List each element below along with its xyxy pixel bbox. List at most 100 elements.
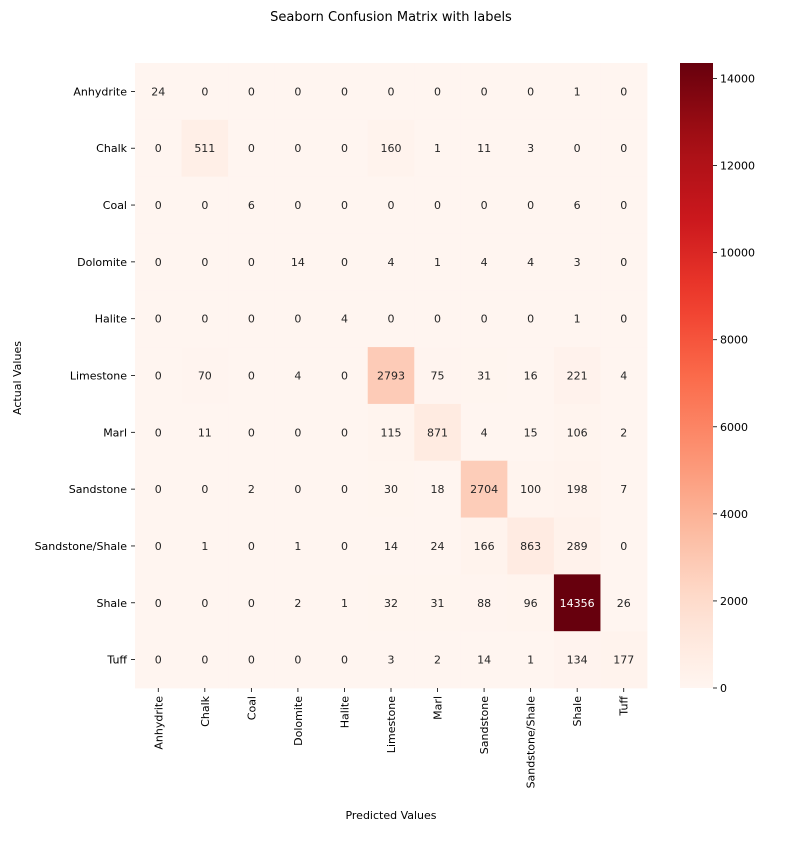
- heatmap-cell: [507, 233, 555, 291]
- heatmap-cell: [228, 119, 276, 178]
- heatmap-cell: [181, 119, 229, 178]
- cell-value: 0: [294, 654, 301, 667]
- cell-value: 160: [381, 142, 402, 155]
- cell-value: 15: [524, 426, 538, 439]
- heatmap-cell: [367, 233, 415, 291]
- heatmap-cell: [321, 631, 369, 689]
- heatmap-cell: [600, 290, 648, 348]
- y-tick-label: Sandstone: [69, 483, 127, 496]
- cell-value: 0: [434, 85, 441, 98]
- cell-value: 198: [567, 483, 588, 496]
- cell-value: 0: [155, 483, 162, 496]
- cell-value: 4: [294, 370, 301, 383]
- cell-value: 1: [294, 540, 301, 553]
- heatmap-cell: [367, 63, 415, 121]
- heatmap-cell: [460, 176, 508, 234]
- cell-value: 0: [294, 85, 301, 98]
- cell-value: 0: [341, 426, 348, 439]
- cell-value: 0: [527, 199, 534, 212]
- cell-value: 11: [198, 426, 212, 439]
- cell-value: 3: [527, 142, 534, 155]
- x-tick-label: Limestone: [385, 696, 398, 753]
- cell-value: 0: [248, 256, 255, 269]
- cell-value: 0: [574, 142, 581, 155]
- y-tick-label: Dolomite: [77, 256, 127, 269]
- cell-value: 4: [481, 426, 488, 439]
- cell-value: 0: [481, 85, 488, 98]
- cell-value: 2793: [377, 370, 405, 383]
- heatmap-cell: [600, 119, 648, 178]
- x-tick-label: Sandstone/Shale: [525, 696, 538, 789]
- y-tick-label: Chalk: [96, 142, 127, 155]
- cell-value: 0: [388, 313, 395, 326]
- x-tick-label: Anhydrite: [152, 696, 165, 750]
- heatmap-cell: [321, 460, 369, 518]
- heatmap-cell: [460, 517, 508, 575]
- heatmap-cell: [414, 176, 462, 234]
- cell-value: 0: [248, 142, 255, 155]
- cell-value: 0: [341, 85, 348, 98]
- heatmap-cell: [507, 574, 555, 632]
- heatmap-cell: [274, 119, 322, 178]
- heatmap-cell: [414, 347, 462, 405]
- y-axis-label: Actual Values: [11, 341, 24, 415]
- cell-value: 0: [527, 85, 534, 98]
- cell-value: 100: [520, 483, 541, 496]
- heatmap-cell: [367, 574, 415, 632]
- cell-value: 14: [384, 540, 398, 553]
- cell-value: 0: [294, 483, 301, 496]
- heatmap-cell: [135, 460, 182, 518]
- cell-value: 0: [527, 313, 534, 326]
- heatmap-cell: [414, 574, 462, 632]
- cell-value: 6: [574, 199, 581, 212]
- cell-value: 0: [155, 142, 162, 155]
- heatmap-cell: [321, 233, 369, 291]
- cell-value: 31: [431, 597, 445, 610]
- heatmap-cell: [507, 631, 555, 689]
- heatmap-cell: [135, 347, 182, 405]
- cell-value: 0: [155, 370, 162, 383]
- cell-value: 0: [155, 256, 162, 269]
- cell-value: 14356: [560, 597, 595, 610]
- cell-value: 0: [388, 199, 395, 212]
- cell-value: 4: [481, 256, 488, 269]
- cell-value: 1: [574, 85, 581, 98]
- heatmap-cell: [507, 347, 555, 405]
- heatmap-cell: [135, 631, 182, 689]
- heatmap-cell: [600, 403, 648, 462]
- cell-value: 134: [567, 654, 588, 667]
- cell-value: 24: [431, 540, 445, 553]
- heatmap-cell: [135, 517, 182, 575]
- heatmap-cell: [553, 290, 601, 348]
- heatmap-cell: [367, 631, 415, 689]
- heatmap-cell: [600, 347, 648, 405]
- cell-value: 1: [341, 597, 348, 610]
- cell-value: 115: [381, 426, 402, 439]
- x-tick-label: Halite: [338, 696, 351, 728]
- cell-value: 14: [291, 256, 305, 269]
- cell-value: 2: [294, 597, 301, 610]
- heatmap-cell: [228, 233, 276, 291]
- cell-value: 0: [155, 426, 162, 439]
- heatmap-cell: [367, 290, 415, 348]
- heatmap-cell: [460, 631, 508, 689]
- heatmap-cell: [460, 347, 508, 405]
- heatmap-cell: [553, 631, 601, 689]
- heatmap-cell: [228, 290, 276, 348]
- x-tick-label: Shale: [571, 696, 584, 727]
- cell-value: 1: [434, 256, 441, 269]
- cell-value: 0: [341, 256, 348, 269]
- cell-value: 0: [341, 540, 348, 553]
- y-tick-label: Anhydrite: [73, 85, 127, 98]
- heatmap-cell: [321, 347, 369, 405]
- cell-value: 0: [341, 199, 348, 212]
- heatmap-cell: [274, 403, 322, 462]
- heatmap-cell: [460, 233, 508, 291]
- heatmap-cell: [274, 574, 322, 632]
- cell-value: 3: [574, 256, 581, 269]
- heatmap-cell: [460, 63, 508, 121]
- heatmap-cell: [414, 233, 462, 291]
- heatmap-cell: [274, 176, 322, 234]
